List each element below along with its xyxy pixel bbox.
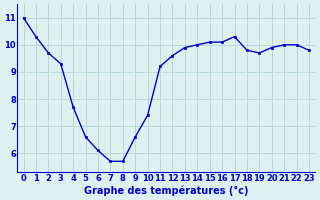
X-axis label: Graphe des températures (°c): Graphe des températures (°c) [84,185,249,196]
